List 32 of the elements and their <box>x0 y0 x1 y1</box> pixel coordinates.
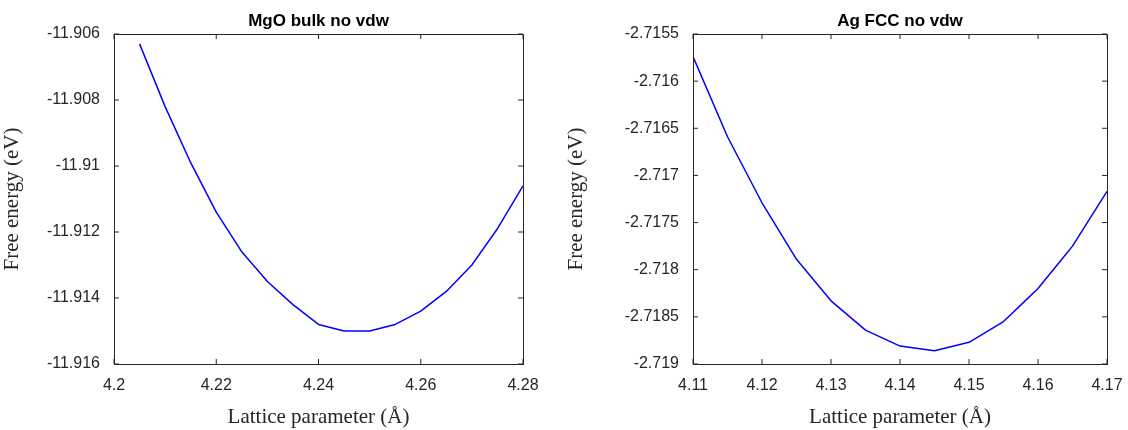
x-tick-label: 4.12 <box>746 376 778 394</box>
y-tick-label: -2.7185 <box>624 307 680 325</box>
x-tick-label: 4.2 <box>102 376 126 394</box>
x-tick-label: 4.28 <box>507 376 539 394</box>
x-axis-title: Lattice parameter (Å) <box>227 403 410 428</box>
y-axis-title: Free energy (eV) <box>563 127 588 271</box>
y-axis-title: Free energy (eV) <box>0 127 24 271</box>
x-tick-label: 4.15 <box>953 376 985 394</box>
chart-title: MgO bulk no vdw <box>248 11 390 31</box>
y-tick-label: -2.717 <box>633 165 680 183</box>
y-tick-label: -2.719 <box>633 354 680 372</box>
y-tick-label: -2.718 <box>633 260 680 278</box>
y-tick-label: -2.7165 <box>624 118 680 136</box>
chart-title: Ag FCC no vdw <box>837 11 964 31</box>
y-tick-label: -11.914 <box>46 288 101 306</box>
x-tick-label: 4.22 <box>200 376 232 394</box>
x-tick-label: 4.11 <box>678 376 709 394</box>
x-tick-label: 4.14 <box>884 376 916 394</box>
y-tick-label: -2.716 <box>633 71 680 89</box>
x-tick-label: 4.16 <box>1022 376 1054 394</box>
y-tick-label: -11.906 <box>46 24 101 42</box>
x-tick-label: 4.13 <box>815 376 847 394</box>
x-tick-label: 4.26 <box>405 376 437 394</box>
x-tick-label: 4.24 <box>302 376 335 394</box>
y-tick-label: -2.7155 <box>624 24 680 42</box>
y-tick-label: -2.7175 <box>624 212 680 230</box>
y-tick-label: -11.91 <box>55 156 101 174</box>
y-tick-label: -11.916 <box>46 354 101 372</box>
x-tick-label: 4.17 <box>1091 376 1123 394</box>
x-axis-title: Lattice parameter (Å) <box>809 403 991 428</box>
y-tick-label: -11.908 <box>46 90 101 108</box>
y-tick-label: -11.912 <box>46 222 101 240</box>
